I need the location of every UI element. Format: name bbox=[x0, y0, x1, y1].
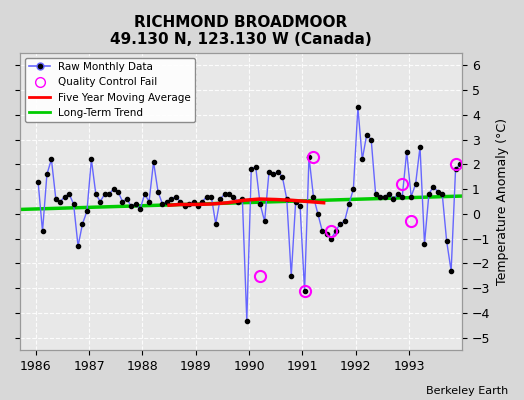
Text: Berkeley Earth: Berkeley Earth bbox=[426, 386, 508, 396]
Legend: Raw Monthly Data, Quality Control Fail, Five Year Moving Average, Long-Term Tren: Raw Monthly Data, Quality Control Fail, … bbox=[25, 58, 195, 122]
Y-axis label: Temperature Anomaly (°C): Temperature Anomaly (°C) bbox=[496, 118, 509, 285]
Title: RICHMOND BROADMOOR
49.130 N, 123.130 W (Canada): RICHMOND BROADMOOR 49.130 N, 123.130 W (… bbox=[110, 15, 372, 47]
